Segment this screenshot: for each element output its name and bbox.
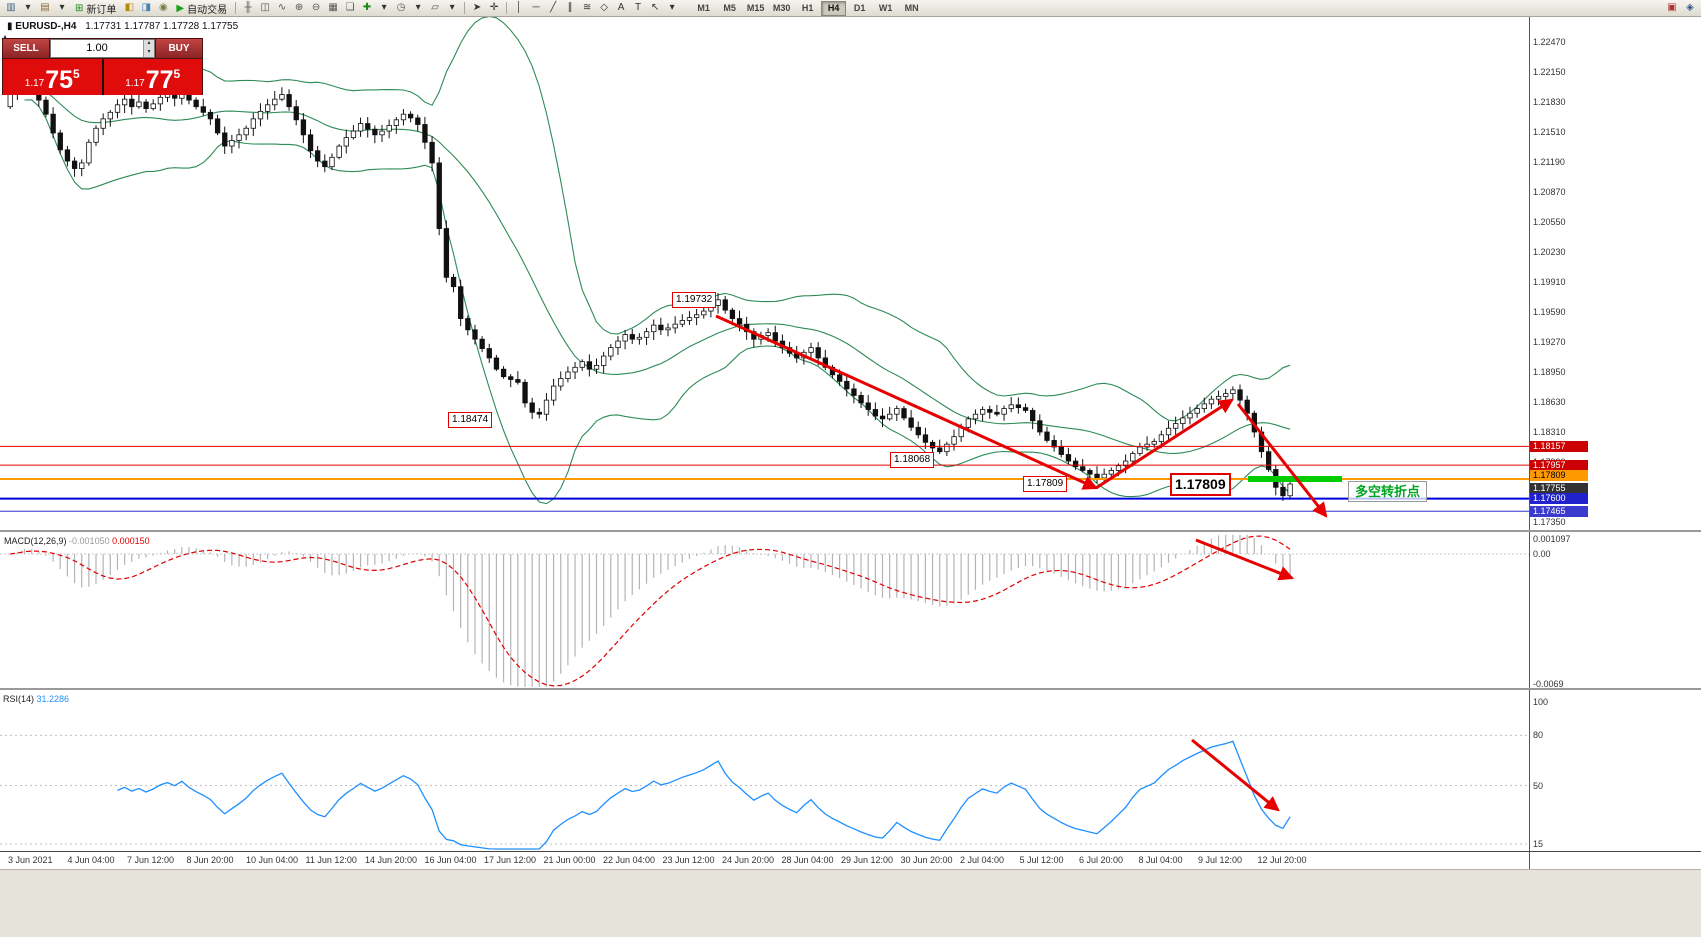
templates-icon[interactable]: ▱ (431, 2, 439, 13)
one-click-trading-panel: SELL 1.00 ▴ ▾ BUY 1.17 75 5 1.17 (2, 38, 203, 95)
buy-button[interactable]: BUY (156, 39, 202, 58)
sell-price[interactable]: 1.17 75 5 (3, 59, 102, 95)
arrows-tool-icon[interactable]: ↖ (650, 2, 660, 13)
fibonacci-tool-icon[interactable]: ≋ (582, 2, 592, 13)
timeframe-m1[interactable]: M1 (697, 2, 710, 13)
shapes-tool-icon[interactable]: ◇ (600, 2, 608, 13)
sell-button[interactable]: SELL (3, 39, 49, 58)
buy-price[interactable]: 1.17 77 5 (103, 59, 202, 95)
zoom-in-icon[interactable]: ⊕ (294, 2, 304, 13)
macd-main-value: -0.001050 (69, 536, 110, 546)
volume-field[interactable]: 1.00 ▴ ▾ (50, 39, 155, 58)
drawn-annotations[interactable] (715, 314, 1342, 812)
vertical-line-tool-icon[interactable]: │ (515, 2, 523, 13)
volume-up-icon[interactable]: ▴ (143, 40, 154, 49)
trade-panel-collapse-icon[interactable]: ▴ (3, 32, 8, 41)
macd-title: MACD(12,26,9) -0.001050 0.000150 (4, 536, 150, 546)
macd-name: MACD(12,26,9) (4, 536, 67, 546)
chart-symbol-label: EURUSD-,H4 (15, 21, 77, 32)
new-chart-icon[interactable]: ▥ (6, 2, 16, 13)
buy-price-big: 77 (145, 66, 174, 94)
new-chart-dropdown-icon[interactable]: ▾ (25, 2, 31, 13)
periods-dropdown-icon[interactable]: ▾ (415, 2, 421, 13)
toolbar-separator (235, 2, 237, 14)
sell-price-prefix: 1.17 (24, 78, 45, 89)
timeframe-w1[interactable]: W1 (878, 2, 893, 13)
timeframe-m15[interactable]: M15 (746, 2, 765, 13)
profiles-icon[interactable]: ▤ (40, 2, 50, 13)
volume-down-icon[interactable]: ▾ (143, 48, 154, 57)
navigator-icon[interactable]: ◉ (159, 2, 168, 13)
rsi-indicator (0, 734, 1529, 850)
volume-value[interactable]: 1.00 (86, 42, 108, 54)
timeframe-d1[interactable]: D1 (853, 2, 866, 13)
autotrading-button[interactable]: ▶ 自动交易 (172, 1, 231, 16)
timeframe-h1[interactable]: H1 (801, 2, 814, 13)
buy-price-prefix: 1.17 (125, 78, 145, 89)
tile-windows-icon[interactable]: ▦ (328, 2, 338, 13)
timeframe-h4[interactable]: H4 (821, 0, 847, 16)
toolbar-separator (464, 2, 466, 14)
arrows-dropdown-icon[interactable]: ▾ (669, 2, 675, 13)
bottom-chrome-strip (0, 869, 1701, 937)
line-chart-icon[interactable]: ∿ (277, 2, 287, 13)
rsi-title: RSI(14) 31.2286 (3, 694, 69, 704)
indicators-dropdown-icon[interactable]: ▾ (381, 2, 387, 13)
autotrading-button-label: 自动交易 (187, 4, 228, 16)
macd-signal-value: 0.000150 (112, 536, 150, 546)
periods-icon[interactable]: ◷ (396, 2, 406, 13)
chart-ohlc-values: 1.17731 1.17787 1.17728 1.17755 (85, 21, 239, 32)
templates-dropdown-icon[interactable]: ▾ (449, 2, 455, 13)
market-watch-icon[interactable]: ◧ (124, 2, 135, 13)
chart-header: ▮ EURUSD-,H4 1.17731 1.17787 1.17728 1.1… (7, 21, 238, 32)
crosshair-tool-icon[interactable]: ✛ (489, 2, 499, 13)
text-tool-icon[interactable]: A (617, 2, 625, 13)
bollinger-bands (24, 15, 1291, 505)
data-window-icon[interactable]: ◨ (141, 2, 152, 13)
arrange-icon[interactable]: ❏ (345, 2, 355, 13)
toolbar-separator (506, 2, 508, 14)
indicators-icon[interactable]: ✚ (362, 2, 372, 13)
toolbar-right-group: ▣ ◈ (1664, 1, 1698, 15)
candlestick-chart-icon[interactable]: ◫ (260, 2, 270, 13)
rsi-value: 31.2286 (36, 694, 70, 704)
profiles-dropdown-icon[interactable]: ▾ (59, 2, 65, 13)
cursor-tool-icon[interactable]: ➤ (472, 2, 482, 13)
timeframe-mn[interactable]: MN (904, 2, 919, 13)
chart-shift-icon[interactable]: ▣ (1667, 2, 1677, 13)
label-tool-icon[interactable]: T (635, 2, 642, 13)
new-order-icon: ⊞ (75, 2, 84, 14)
channel-tool-icon[interactable]: ∥ (567, 2, 573, 13)
zoom-out-icon[interactable]: ⊖ (311, 2, 321, 13)
sell-price-sup: 5 (73, 67, 80, 81)
macd-indicator (0, 535, 1529, 687)
trendline-tool-icon[interactable]: ╱ (550, 2, 557, 13)
new-order-button[interactable]: ⊞ 新订单 (71, 1, 120, 16)
toolbar: ▥ ▾ ▤ ▾ ⊞ 新订单 ◧ ◨ ◉ ▶ 自动交易 ╫ ◫ ∿ ⊕ ⊖ ▦ ❏ ✚ ▾ ◷ ▾ ▱ ▾ ➤ ✛ │ ─ ╱ ∥ ≋ ◇ A T ↖… (0, 0, 1701, 17)
turning-point-note[interactable]: 多空转折点 (1348, 481, 1428, 502)
autotrading-icon: ▶ (176, 2, 185, 14)
chart-symbol-icon: ▮ (7, 21, 13, 32)
timeframe-m30[interactable]: M30 (772, 2, 791, 13)
buy-price-sup: 5 (173, 67, 181, 81)
horizontal-line-tool-icon[interactable]: ─ (532, 2, 540, 13)
auto-scroll-icon[interactable]: ◈ (1686, 2, 1694, 13)
new-order-button-label: 新订单 (86, 4, 117, 16)
rsi-name: RSI(14) (3, 694, 35, 704)
bar-chart-icon[interactable]: ╫ (244, 2, 252, 13)
sell-price-big: 75 (45, 66, 74, 94)
timeframe-m5[interactable]: M5 (723, 2, 736, 13)
timeframe-group: M1 M5 M15 M30 H1 H4 D1 W1 MN (691, 0, 924, 16)
panel-frames (0, 16, 1701, 869)
candlestick-series (7, 66, 1293, 501)
